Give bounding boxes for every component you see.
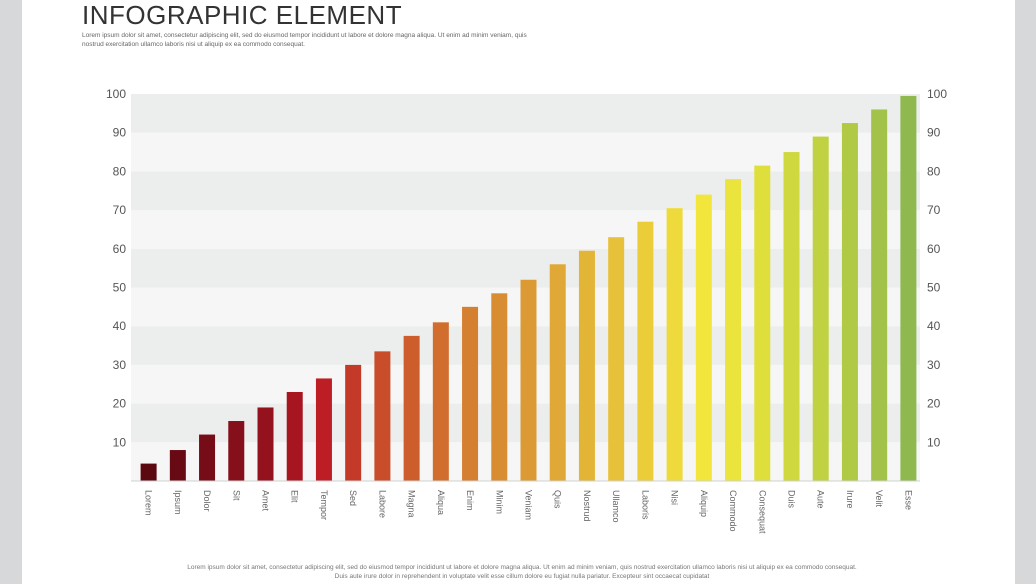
x-tick-label: Duis [787, 490, 797, 509]
bar-consequat [754, 165, 771, 481]
x-tick-label: Tempor [319, 490, 329, 520]
y-tick-label-left: 20 [113, 397, 127, 411]
y-tick-label-right: 10 [927, 435, 941, 449]
bar-ullamco [608, 237, 625, 481]
x-tick-label: Sed [348, 490, 358, 506]
bar-aliqua [432, 322, 449, 481]
page-title: INFOGRAPHIC ELEMENT [82, 0, 403, 30]
bar-aliquip [695, 194, 712, 481]
x-tick-label: Nisi [670, 490, 680, 505]
bar-quis [549, 264, 566, 481]
x-tick-label: Amet [261, 490, 271, 512]
x-tick-label: Quis [553, 490, 563, 509]
x-tick-label: Veniam [524, 490, 534, 520]
y-tick-label-right: 100 [927, 87, 947, 101]
footer-text: Lorem ipsum dolor sit amet, consectetur … [187, 564, 857, 580]
bar-veniam [520, 279, 537, 481]
y-tick-label-right: 20 [927, 397, 941, 411]
bar-labore [374, 351, 391, 481]
bar-aute [812, 136, 829, 481]
grid-band [131, 94, 920, 133]
x-tick-label: Sit [231, 490, 241, 501]
x-tick-label: Irure [845, 490, 855, 509]
bar-duis [783, 152, 800, 482]
x-tick-label: Aliqua [436, 490, 446, 515]
x-tick-label: Dolor [202, 490, 212, 512]
bar-sed [345, 364, 362, 481]
x-tick-label: Nostrud [582, 490, 592, 522]
bar-nisi [666, 208, 683, 482]
y-tick-label-right: 90 [927, 126, 941, 140]
grid-band [131, 171, 920, 211]
x-tick-label: Elit [290, 490, 300, 503]
x-tick-label: Ipsum [173, 490, 183, 515]
x-tick-label: Lorem [144, 490, 154, 516]
y-tick-label-left: 30 [113, 358, 127, 372]
x-tick-label: Ullamco [611, 490, 621, 523]
y-tick-label-left: 100 [106, 87, 126, 101]
page-subtitle: Lorem ipsum dolor sit amet, consectetur … [82, 32, 527, 48]
bar-minim [491, 293, 508, 481]
bar-velit [871, 109, 888, 481]
x-tick-label: Enim [465, 490, 475, 511]
y-tick-label-left: 40 [113, 319, 127, 333]
grid-band [131, 132, 920, 172]
bar-amet [257, 407, 274, 481]
y-tick-label-left: 10 [113, 435, 127, 449]
x-tick-label: Laboris [640, 490, 650, 520]
x-tick-label: Aliquip [699, 490, 709, 517]
y-tick-label-left: 80 [113, 164, 127, 178]
bar-magna [403, 335, 420, 481]
x-tick-label: Magna [407, 490, 417, 518]
bar-esse [900, 95, 917, 481]
bar-lorem [140, 463, 157, 481]
bar-tempor [315, 378, 332, 481]
bar-ipsum [169, 450, 186, 481]
bar-enim [462, 306, 479, 481]
x-tick-label: Minim [494, 490, 504, 514]
x-tick-label: Consequat [757, 490, 767, 534]
bar-dolor [199, 434, 216, 481]
bar-laboris [637, 221, 654, 481]
y-tick-label-left: 70 [113, 203, 127, 217]
bar-sit [228, 421, 245, 481]
x-tick-label: Velit [874, 490, 884, 508]
x-tick-label: Commodo [728, 490, 738, 532]
y-tick-label-right: 40 [927, 319, 941, 333]
y-tick-label-left: 90 [113, 126, 127, 140]
x-tick-label: Aute [816, 490, 826, 509]
y-tick-label-right: 30 [927, 358, 941, 372]
grid-band [131, 210, 920, 249]
y-tick-label-left: 50 [113, 281, 127, 295]
y-tick-label-right: 50 [927, 281, 941, 295]
y-tick-label-right: 60 [927, 242, 941, 256]
bar-elit [286, 391, 303, 481]
bar-commodo [725, 179, 742, 481]
y-tick-label-left: 60 [113, 242, 127, 256]
x-tick-label: Esse [903, 490, 913, 510]
y-tick-label-right: 80 [927, 164, 941, 178]
y-tick-label-right: 70 [927, 203, 941, 217]
bar-nostrud [578, 250, 595, 481]
bar-irure [841, 123, 858, 482]
x-tick-label: Labore [377, 490, 387, 518]
